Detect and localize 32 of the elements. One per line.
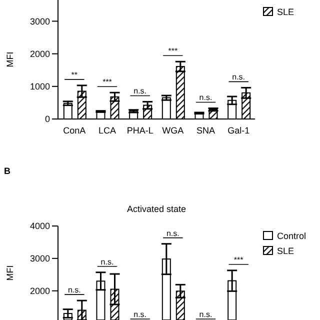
chart-title: Activated state — [126, 204, 188, 214]
annotation: n.s. — [199, 93, 212, 102]
annotation: n.s. — [199, 310, 212, 319]
y-tick-label: 3000 — [30, 16, 50, 26]
annotation: n.s. — [134, 86, 147, 96]
x-tick-label: Gal-1 — [228, 125, 250, 136]
legend-label: SLE — [277, 6, 294, 16]
legend-label: Control — [277, 230, 306, 240]
x-tick-label: SNA — [196, 125, 216, 136]
x-tick-label: WGA — [162, 125, 184, 136]
y-axis-title: MFI — [5, 52, 16, 68]
text: B — [4, 166, 10, 176]
y-tick-label: 2000 — [30, 286, 50, 296]
annotation: *** — [168, 46, 178, 56]
y-tick-label: 4000 — [30, 221, 50, 232]
y-tick-label: 2000 — [30, 48, 50, 59]
annotation: *** — [102, 78, 112, 87]
y-tick-label: 3000 — [30, 254, 50, 264]
annotation: ** — [71, 70, 78, 80]
y-tick-label: 1000 — [30, 82, 50, 92]
x-tick-label: LCA — [98, 125, 116, 136]
annotation: n.s. — [68, 286, 81, 295]
legend-label: SLE — [277, 246, 294, 256]
annotation: *** — [234, 255, 244, 264]
y-tick-label: 0 — [44, 114, 50, 124]
x-tick-label: ConA — [63, 125, 86, 136]
x-tick-label: PHA-L — [126, 125, 154, 136]
annotation: n.s. — [134, 310, 147, 319]
annotation: n.s. — [232, 72, 246, 82]
annotation: n.s. — [100, 257, 114, 266]
annotation: n.s. — [166, 228, 180, 238]
y-axis-title: MFI — [5, 265, 16, 281]
